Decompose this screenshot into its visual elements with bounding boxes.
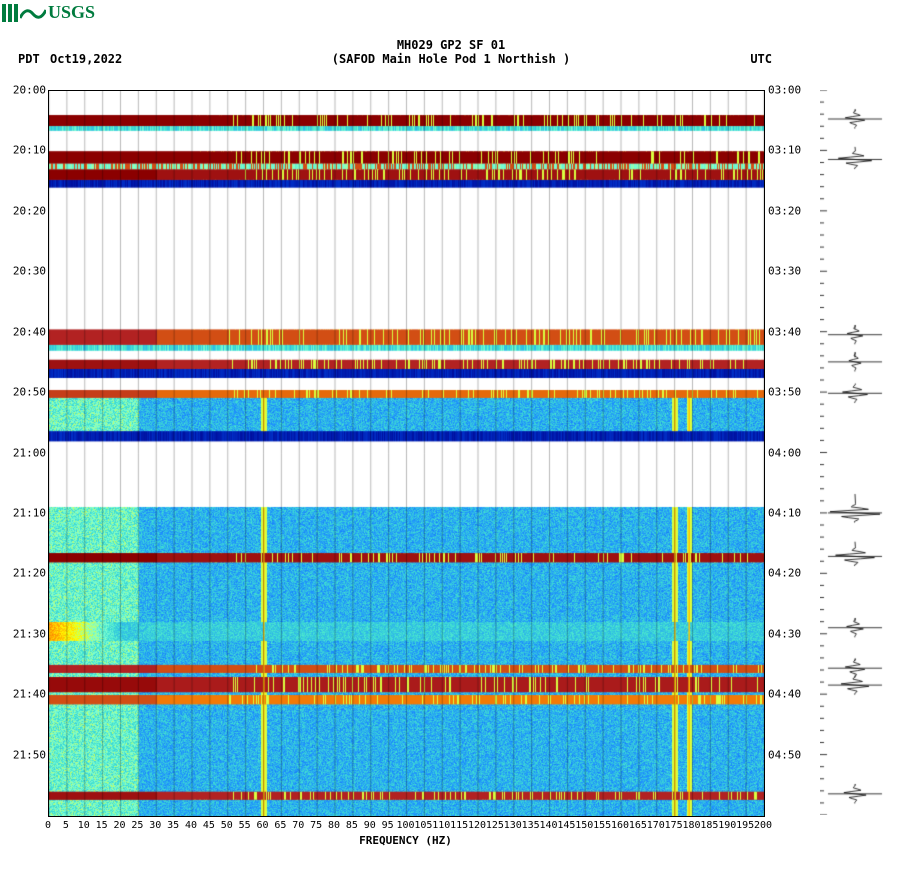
y-tick-right: 03:20 <box>768 204 810 217</box>
x-tick: 175 <box>665 820 683 831</box>
x-tick: 50 <box>221 820 233 831</box>
y-tick-left: 21:30 <box>6 627 46 640</box>
y-tick-right: 03:50 <box>768 386 810 399</box>
x-tick: 135 <box>522 820 540 831</box>
x-tick: 0 <box>45 820 51 831</box>
x-tick: 185 <box>700 820 718 831</box>
y-tick-left: 20:20 <box>6 204 46 217</box>
amplitude-wiggles <box>820 90 890 815</box>
spectrogram-plot <box>48 90 765 817</box>
date-label: Oct19,2022 <box>50 52 122 66</box>
y-axis-left: 20:0020:1020:2020:3020:4020:5021:0021:10… <box>6 90 46 815</box>
y-tick-left: 21:20 <box>6 567 46 580</box>
y-tick-right: 04:10 <box>768 506 810 519</box>
logo-bars-icon <box>2 4 18 22</box>
y-tick-left: 20:10 <box>6 144 46 157</box>
x-tick: 65 <box>274 820 286 831</box>
usgs-logo: USGS <box>2 2 95 23</box>
wiggle-canvas <box>820 90 890 815</box>
x-tick: 5 <box>63 820 69 831</box>
chart-title: MH029 GP2 SF 01 <box>0 38 902 52</box>
timezone-left: PDT <box>18 52 40 66</box>
logo-text: USGS <box>48 2 95 23</box>
x-tick: 80 <box>328 820 340 831</box>
x-tick: 95 <box>382 820 394 831</box>
x-tick: 155 <box>593 820 611 831</box>
y-tick-right: 03:40 <box>768 325 810 338</box>
y-tick-left: 21:50 <box>6 748 46 761</box>
x-tick: 160 <box>611 820 629 831</box>
y-tick-left: 20:30 <box>6 265 46 278</box>
x-tick: 150 <box>575 820 593 831</box>
x-tick: 55 <box>239 820 251 831</box>
x-tick: 20 <box>113 820 125 831</box>
x-tick: 10 <box>78 820 90 831</box>
y-tick-left: 21:40 <box>6 688 46 701</box>
x-tick: 110 <box>432 820 450 831</box>
y-tick-right: 04:30 <box>768 627 810 640</box>
x-tick: 105 <box>414 820 432 831</box>
y-tick-right: 04:20 <box>768 567 810 580</box>
x-tick: 100 <box>396 820 414 831</box>
x-tick: 200 <box>754 820 772 831</box>
y-tick-right: 03:10 <box>768 144 810 157</box>
x-tick: 190 <box>718 820 736 831</box>
x-tick: 140 <box>539 820 557 831</box>
logo-wave-icon <box>20 4 46 22</box>
x-tick: 165 <box>629 820 647 831</box>
x-axis-title: FREQUENCY (HZ) <box>48 834 763 847</box>
x-tick: 40 <box>185 820 197 831</box>
y-axis-right: 03:0003:1003:2003:3003:4003:5004:0004:10… <box>768 90 810 815</box>
x-tick: 25 <box>131 820 143 831</box>
y-tick-right: 04:40 <box>768 688 810 701</box>
y-tick-left: 20:50 <box>6 386 46 399</box>
y-tick-right: 03:00 <box>768 84 810 97</box>
x-tick: 125 <box>486 820 504 831</box>
x-tick: 70 <box>292 820 304 831</box>
y-tick-left: 21:10 <box>6 506 46 519</box>
x-tick: 170 <box>647 820 665 831</box>
x-tick: 60 <box>256 820 268 831</box>
x-tick: 145 <box>557 820 575 831</box>
x-tick: 35 <box>167 820 179 831</box>
x-tick: 120 <box>468 820 486 831</box>
x-tick: 45 <box>203 820 215 831</box>
x-tick: 115 <box>450 820 468 831</box>
x-axis-labels: 0510152025303540455055606570758085909510… <box>48 820 763 834</box>
x-tick: 75 <box>310 820 322 831</box>
x-tick: 30 <box>149 820 161 831</box>
timezone-right: UTC <box>750 52 772 66</box>
y-tick-left: 20:40 <box>6 325 46 338</box>
y-tick-left: 20:00 <box>6 84 46 97</box>
x-tick: 180 <box>682 820 700 831</box>
y-tick-right: 04:50 <box>768 748 810 761</box>
x-tick: 15 <box>96 820 108 831</box>
y-tick-right: 03:30 <box>768 265 810 278</box>
x-tick: 85 <box>346 820 358 831</box>
x-tick: 195 <box>736 820 754 831</box>
x-tick: 90 <box>364 820 376 831</box>
y-tick-left: 21:00 <box>6 446 46 459</box>
x-tick: 130 <box>504 820 522 831</box>
y-tick-right: 04:00 <box>768 446 810 459</box>
spectrogram-canvas <box>49 91 764 816</box>
